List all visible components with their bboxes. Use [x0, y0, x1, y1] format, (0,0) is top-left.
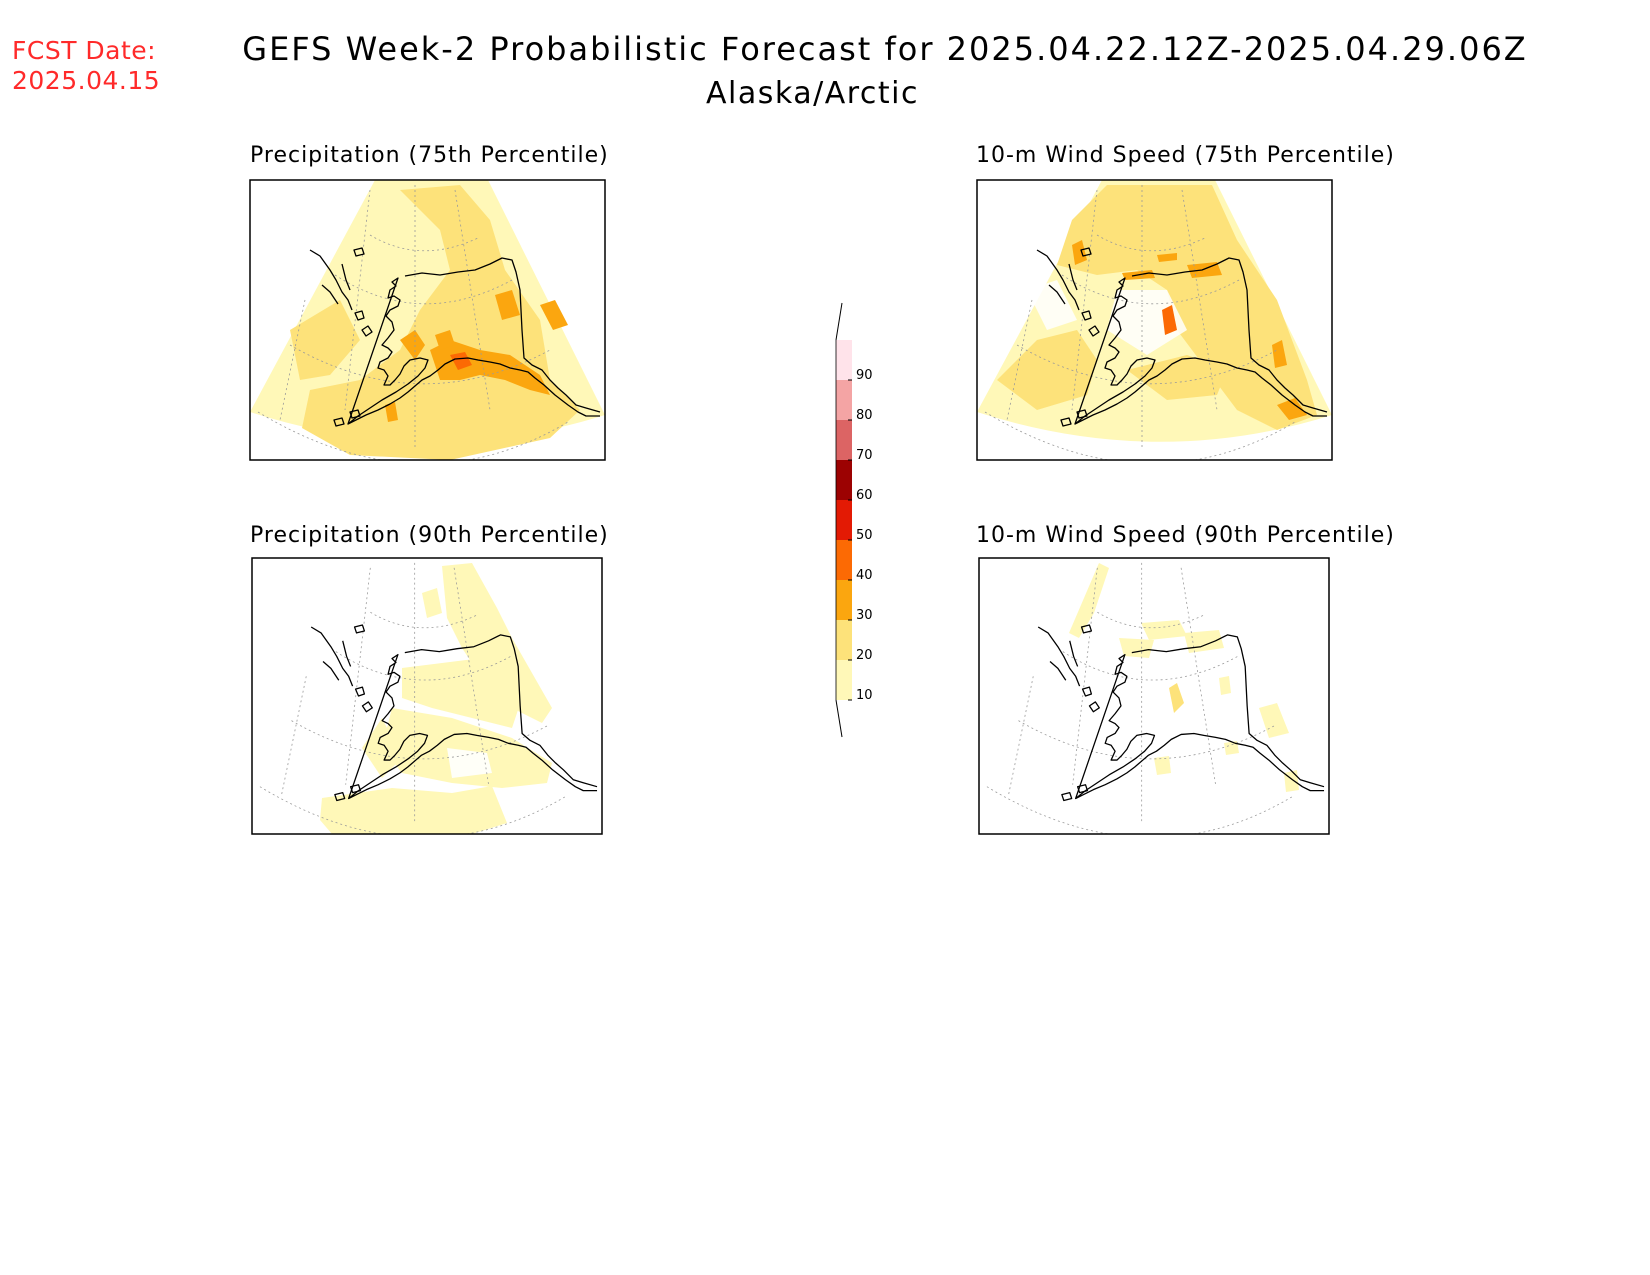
forecast-date: FCST Date: 2025.04.15 — [12, 36, 160, 96]
map-panel-wind-90 — [978, 557, 1330, 835]
forecast-date-value: 2025.04.15 — [12, 66, 161, 95]
panel-title-precip-75: Precipitation (75th Percentile) — [250, 143, 609, 168]
colorbar-swatch — [836, 340, 852, 380]
forecast-date-label: FCST Date: — [12, 36, 157, 65]
forecast-field-30 — [1072, 240, 1087, 265]
forecast-field-10 — [1069, 563, 1109, 638]
map-frame — [249, 179, 606, 461]
panel-title-wind-75: 10-m Wind Speed (75th Percentile) — [976, 143, 1395, 168]
colorbar-tick-label: 40 — [856, 568, 873, 583]
colorbar-end-cap-low — [835, 699, 843, 738]
colorbar-swatch — [836, 380, 852, 420]
colorbar-tick-label: 80 — [856, 408, 873, 423]
colorbar-tick-label: 90 — [856, 368, 873, 383]
panel-title-precip-90: Precipitation (90th Percentile) — [250, 523, 609, 548]
colorbar-swatch — [836, 500, 852, 540]
colorbar-end-cap-high — [835, 302, 843, 341]
map-frame — [251, 557, 603, 835]
colorbar-swatch — [836, 620, 852, 660]
map-panel-wind-75 — [976, 179, 1333, 461]
map-panel-precip-90 — [251, 557, 603, 835]
map-panel-precip-75 — [249, 179, 606, 461]
map-frame — [978, 557, 1330, 835]
region-subtitle: Alaska/Arctic — [706, 76, 919, 111]
colorbar-tick-label: 30 — [856, 608, 873, 623]
panel-title-wind-90: 10-m Wind Speed (90th Percentile) — [976, 523, 1395, 548]
colorbar-tick-label: 10 — [856, 688, 873, 703]
colorbar-swatch — [836, 580, 852, 620]
colorbar-tick-label: 20 — [856, 648, 873, 663]
colorbar-tick-label: 70 — [856, 448, 873, 463]
page-title: GEFS Week-2 Probabilistic Forecast for 2… — [242, 30, 1528, 68]
forecast-field-10 — [442, 563, 552, 723]
colorbar-swatch — [836, 660, 852, 700]
colorbar-tick-label: 60 — [856, 488, 873, 503]
colorbar-tick-label: 50 — [856, 528, 873, 543]
colorbar: 10 20 30 40 50 60 70 80 90 — [835, 302, 873, 738]
colorbar-swatch — [836, 420, 852, 460]
map-frame — [976, 179, 1333, 461]
colorbar-swatch — [836, 460, 852, 500]
forecast-field-20 — [302, 185, 580, 460]
forecast-field-20 — [1057, 185, 1317, 430]
colorbar-swatch — [836, 540, 852, 580]
forecast-field-40 — [450, 352, 472, 370]
